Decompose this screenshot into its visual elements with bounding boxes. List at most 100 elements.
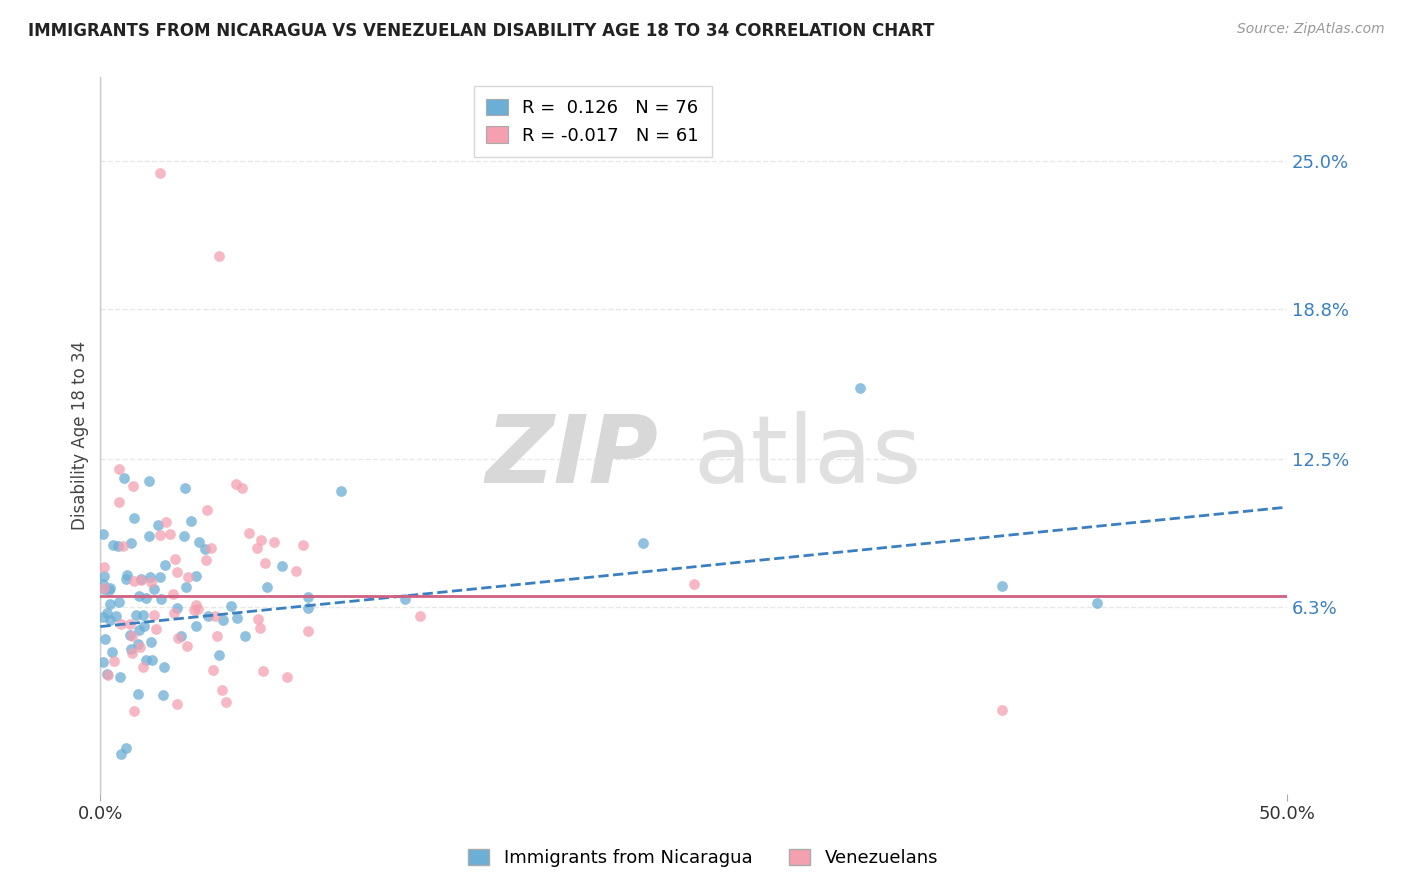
Point	[94, 632, 117, 647]
Text: Source: ZipAtlas.com: Source: ZipAtlas.com	[1237, 22, 1385, 37]
Point	[112, 471, 135, 485]
Point	[297, 601, 319, 615]
Point	[159, 526, 181, 541]
Point	[131, 572, 153, 586]
Point	[139, 570, 162, 584]
Point	[330, 484, 353, 499]
Point	[112, 539, 135, 553]
Point	[142, 582, 165, 597]
Point	[194, 553, 217, 567]
Point	[211, 682, 233, 697]
Point	[186, 619, 208, 633]
Point	[225, 477, 247, 491]
Point	[96, 667, 118, 681]
Point	[166, 565, 188, 579]
Point	[98, 613, 121, 627]
Point	[176, 640, 198, 654]
Point	[128, 589, 150, 603]
Point	[91, 609, 114, 624]
Point	[174, 481, 197, 495]
Point	[110, 617, 132, 632]
Point	[97, 667, 120, 681]
Point	[271, 558, 294, 573]
Point	[167, 631, 190, 645]
Point	[205, 629, 228, 643]
Point	[180, 514, 202, 528]
Point	[226, 611, 249, 625]
Legend: Immigrants from Nicaragua, Venezuelans: Immigrants from Nicaragua, Venezuelans	[461, 841, 945, 874]
Point	[149, 166, 172, 180]
Point	[174, 580, 197, 594]
Point	[122, 704, 145, 718]
Point	[121, 629, 143, 643]
Point	[276, 670, 298, 684]
Point	[187, 602, 209, 616]
Point	[284, 564, 307, 578]
Point	[127, 687, 149, 701]
Point	[194, 542, 217, 557]
Point	[233, 629, 256, 643]
Point	[91, 655, 114, 669]
Point	[256, 580, 278, 594]
Point	[101, 645, 124, 659]
Point	[103, 654, 125, 668]
Point	[153, 558, 176, 572]
Point	[131, 573, 153, 587]
Point	[197, 608, 219, 623]
Point	[101, 538, 124, 552]
Point	[124, 574, 146, 588]
Point	[93, 569, 115, 583]
Point	[120, 536, 142, 550]
Point	[108, 495, 131, 509]
Point	[145, 622, 167, 636]
Point	[141, 635, 163, 649]
Text: atlas: atlas	[693, 411, 922, 503]
Point	[93, 582, 115, 597]
Point	[93, 559, 115, 574]
Point	[208, 648, 231, 662]
Point	[132, 607, 155, 622]
Point	[120, 642, 142, 657]
Point	[250, 533, 273, 548]
Point	[201, 663, 224, 677]
Point	[409, 609, 432, 624]
Point	[107, 539, 129, 553]
Point	[135, 591, 157, 605]
Point	[166, 601, 188, 615]
Point	[138, 529, 160, 543]
Point	[127, 637, 149, 651]
Point	[162, 587, 184, 601]
Point	[132, 619, 155, 633]
Point	[253, 556, 276, 570]
Point	[297, 590, 319, 604]
Point	[132, 660, 155, 674]
Point	[148, 528, 170, 542]
Point	[98, 581, 121, 595]
Point	[114, 741, 136, 756]
Point	[219, 599, 242, 614]
Point	[297, 624, 319, 639]
Point	[129, 640, 152, 654]
Point	[91, 577, 114, 591]
Point	[148, 570, 170, 584]
Point	[115, 568, 138, 582]
Point	[188, 535, 211, 549]
Point	[152, 688, 174, 702]
Point	[991, 579, 1014, 593]
Legend: R =  0.126   N = 76, R = -0.017   N = 61: R = 0.126 N = 76, R = -0.017 N = 61	[474, 87, 711, 157]
Point	[204, 609, 226, 624]
Point	[173, 528, 195, 542]
Point	[991, 703, 1014, 717]
Point	[252, 664, 274, 678]
Point	[128, 623, 150, 637]
Point	[155, 515, 177, 529]
Point	[184, 569, 207, 583]
Point	[107, 462, 129, 476]
Point	[177, 570, 200, 584]
Point	[141, 652, 163, 666]
Point	[211, 613, 233, 627]
Point	[848, 381, 870, 395]
Point	[135, 653, 157, 667]
Point	[200, 541, 222, 555]
Point	[170, 629, 193, 643]
